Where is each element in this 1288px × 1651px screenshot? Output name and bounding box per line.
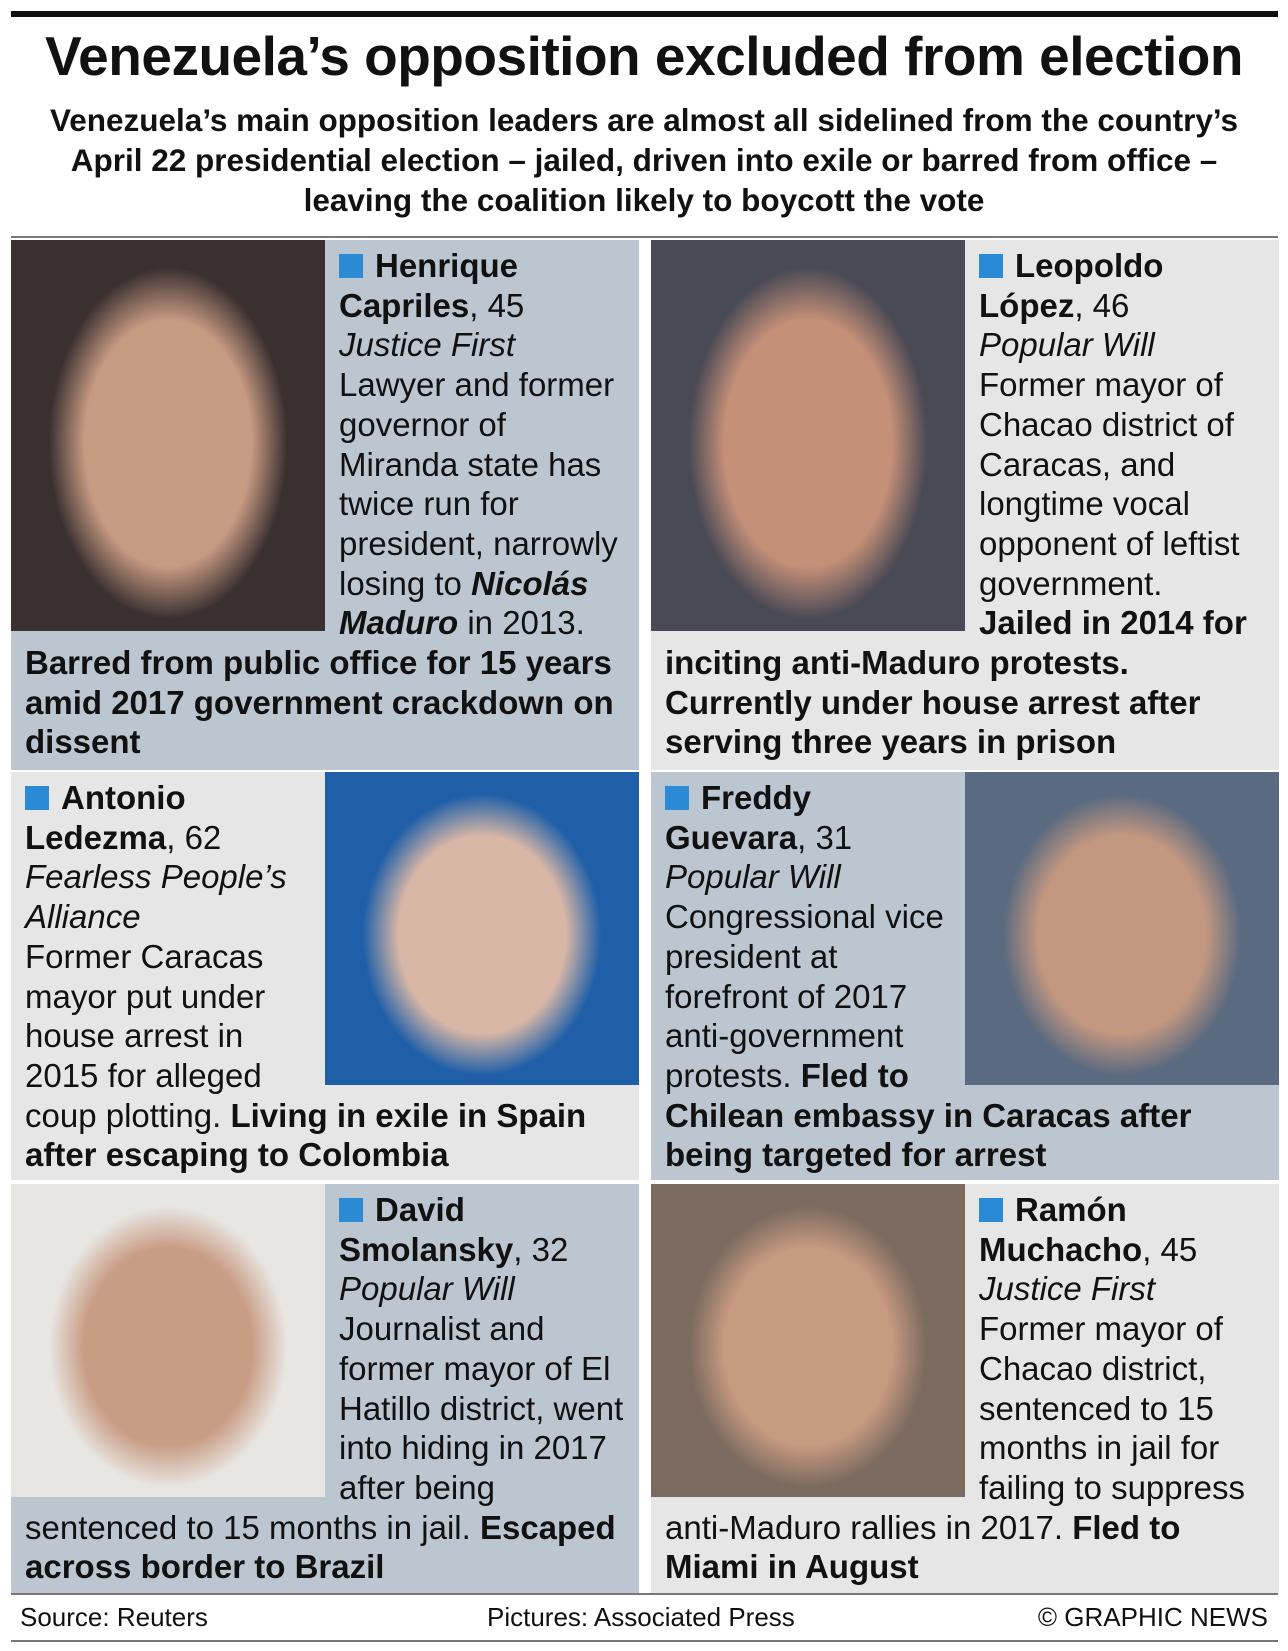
party: Popular Will [979, 326, 1155, 364]
age: 45 [469, 287, 524, 324]
first-name: David [375, 1191, 465, 1228]
description-run: Former Caracas mayor put under house arr… [25, 937, 266, 1134]
photo [965, 772, 1279, 1085]
title: Venezuela’s opposition excluded from ele… [45, 25, 1243, 87]
profile-panel: Antonio Ledezma62Fearless People’s Allia… [11, 772, 639, 1180]
party: Popular Will [339, 1270, 515, 1308]
photo [11, 1184, 325, 1497]
first-name: Ramón [1015, 1191, 1127, 1228]
last-name: Guevara [665, 818, 798, 856]
first-name: Henrique [375, 247, 519, 284]
party: Fearless People’s Alliance [25, 858, 287, 936]
last-name: Ledezma [25, 818, 167, 856]
footer-rule [11, 1640, 1278, 1642]
description-run: Former mayor of Chacao district, sentenc… [665, 1310, 1245, 1546]
description-run: Former mayor of Chacao district of Carac… [979, 366, 1240, 602]
age: 46 [1074, 287, 1129, 324]
first-name: Leopoldo [1015, 247, 1164, 284]
age: 62 [166, 819, 221, 856]
photo [11, 240, 325, 631]
last-name: López [979, 286, 1075, 324]
age: 31 [797, 819, 852, 856]
first-name: Freddy [701, 779, 812, 816]
bullet-square [25, 786, 49, 810]
age: 32 [513, 1231, 568, 1268]
last-name: Capriles [339, 286, 470, 324]
description-run: in 2013. [458, 604, 585, 642]
profile-panel: Freddy Guevara31Popular WillCongressiona… [651, 772, 1279, 1180]
party: Popular Will [665, 858, 841, 896]
photo [651, 240, 965, 631]
description-run: Journalist and former mayor of El Hatill… [25, 1310, 624, 1546]
credit: © GRAPHIC NEWS [1037, 1602, 1268, 1632]
footer-rule [11, 1593, 1278, 1595]
description-run: Living in exile in Spain after escaping … [25, 1096, 587, 1174]
photo [651, 1184, 965, 1497]
photo [325, 772, 639, 1085]
description-run: Lawyer and former governor of Miranda st… [339, 366, 618, 602]
last-name: Muchacho [979, 1230, 1143, 1268]
first-name: Antonio [61, 779, 186, 816]
source: Source: Reuters [20, 1602, 208, 1632]
description-run: Congressional vice president at forefron… [665, 898, 944, 1094]
last-name: Smolansky [339, 1230, 514, 1268]
party: Justice First [339, 326, 516, 364]
top-rule [11, 11, 1278, 17]
party: Justice First [979, 1270, 1156, 1308]
bullet-square [979, 254, 1003, 278]
description-run: Fled to Miami in August [665, 1508, 1181, 1586]
bullet-square [665, 786, 689, 810]
age: 45 [1142, 1231, 1197, 1268]
profile-panel: David Smolansky32Popular WillJournalist … [11, 1184, 639, 1594]
bullet-square [979, 1198, 1003, 1222]
bullet-square [339, 254, 363, 278]
description-run: Escaped across border to Brazil [25, 1508, 616, 1586]
description-run: Barred from public office for 15 years a… [25, 644, 614, 761]
bullet-square [339, 1198, 363, 1222]
pictures-credit: Pictures: Associated Press [487, 1602, 795, 1632]
description-run: Fled to Chilean embassy in Caracas after… [665, 1056, 1192, 1174]
subtitle: Venezuela’s main opposition leaders are … [49, 102, 1238, 218]
description-run: Jailed in 2014 for inciting anti-Maduro … [665, 604, 1247, 761]
description-run: Nicolás Maduro [339, 564, 589, 642]
